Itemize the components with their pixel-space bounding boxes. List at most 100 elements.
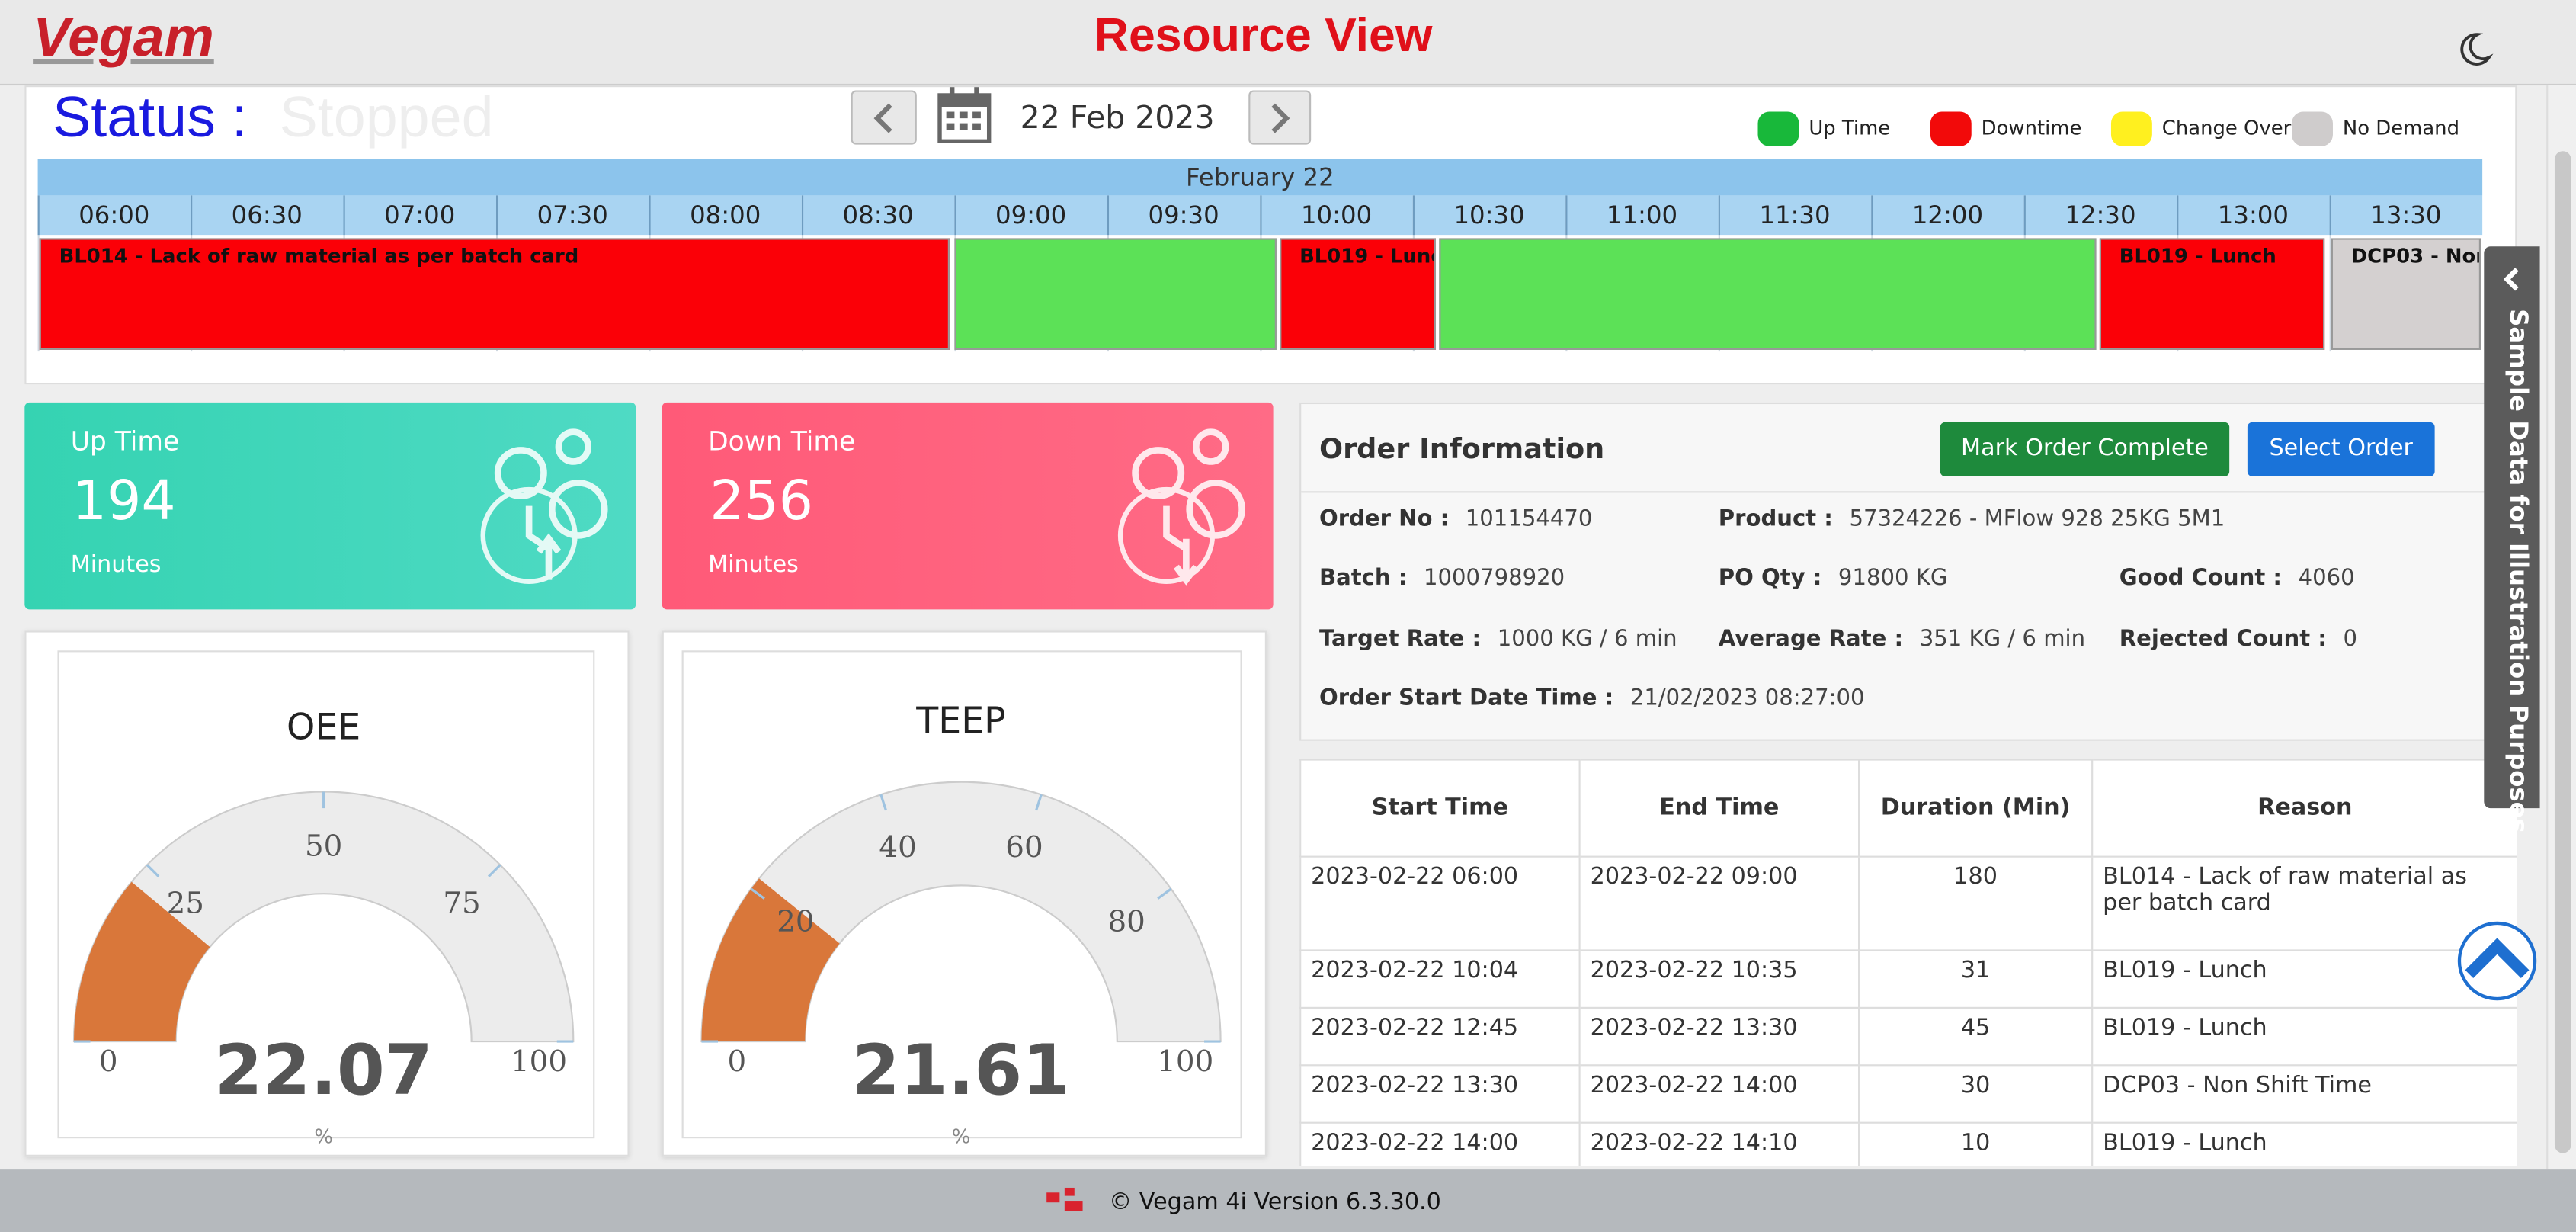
timeline-slot xyxy=(2329,195,2482,352)
card-title: Up Time xyxy=(70,425,180,457)
table-cell: BL019 - Lunch xyxy=(2091,1006,2517,1067)
timeline-segment[interactable]: BL014 - Lack of raw material as per batc… xyxy=(39,238,950,350)
legend-swatch xyxy=(1757,111,1799,146)
gears-icon xyxy=(1117,428,1245,586)
segment-label: BL019 - Lunch xyxy=(2119,245,2276,268)
field-value: 0 xyxy=(2343,625,2358,653)
timeline-slot-head xyxy=(495,195,649,236)
timeline-slot-head xyxy=(1260,195,1413,236)
legend-swatch xyxy=(1930,111,1972,146)
timeline-segment[interactable]: DCP03 - Non Shift Time xyxy=(2331,238,2481,350)
gauge-tick-label: 50 xyxy=(305,829,342,864)
timeline-slot-head xyxy=(2329,195,2483,236)
gauge-track xyxy=(72,791,575,1043)
date: 22 Feb 2023 xyxy=(1020,100,1215,136)
next-date-button[interactable] xyxy=(1248,90,1312,145)
field-value: 4060 xyxy=(2298,565,2355,592)
timeline-slot-head xyxy=(1107,195,1261,236)
gauge-tick-label: 100 xyxy=(511,1044,567,1079)
timeline-slot-head xyxy=(1412,195,1566,236)
downtime-card xyxy=(662,402,1274,610)
timeline-time: 11:00 xyxy=(1606,200,1678,230)
segment-label: BL019 - Lunch xyxy=(1299,245,1434,268)
table-header-row: Start Time End Time Duration (Min) Reason xyxy=(1299,759,2517,858)
table-row: 2023-02-22 14:00 2023-02-22 14:10 10 BL019 … xyxy=(1299,1121,2517,1166)
timeline-time: 13:30 xyxy=(2370,200,2442,230)
table-cell: BL019 - Lunch xyxy=(2091,949,2517,1009)
timeline-segment[interactable] xyxy=(954,238,1277,350)
calendar-icon[interactable] xyxy=(935,85,995,145)
gauge-value-label: 22.07 xyxy=(214,1031,432,1111)
field-value: 1000798920 xyxy=(1424,565,1565,592)
timeline-slot-head xyxy=(2177,195,2330,236)
timeline-slot-head xyxy=(2023,195,2177,236)
gauge-tick xyxy=(1035,794,1043,811)
order-field: Good Count : 4060 xyxy=(2119,565,2355,591)
timeline-segment[interactable]: BL019 - Lunch xyxy=(2099,238,2325,350)
timeline-time: 06:30 xyxy=(231,200,303,230)
timeline-time: 12:00 xyxy=(1911,200,1984,230)
field-label: Good Count : xyxy=(2119,565,2283,592)
timeline-time: 09:30 xyxy=(1148,200,1219,230)
timeline-slot-head xyxy=(649,195,802,236)
order-button[interactable]: Select Order xyxy=(2247,422,2435,476)
table-cell: 2023-02-22 06:00 xyxy=(1299,855,1581,951)
table-cell: 180 xyxy=(1857,855,2094,951)
timeline-slot xyxy=(37,195,191,352)
column-header: Start Time xyxy=(1299,759,1581,858)
order-button[interactable]: Mark Order Complete xyxy=(1940,422,2230,476)
scroll-thumb[interactable] xyxy=(2554,151,2571,1153)
gauge-tick-label: 75 xyxy=(443,887,480,921)
legend-label: No Demand xyxy=(2342,116,2460,140)
card-value: 194 xyxy=(72,468,176,533)
field-label: Rejected Count : xyxy=(2119,625,2327,653)
timeline-slot-head xyxy=(191,195,344,236)
timeline-slot-head xyxy=(954,195,1107,236)
field-label: Order No : xyxy=(1318,505,1450,533)
side-tab[interactable] xyxy=(2484,246,2540,809)
table-cell: 45 xyxy=(1857,1006,2094,1067)
legend-swatch xyxy=(2292,111,2333,146)
table-cell: 2023-02-22 09:00 xyxy=(1578,855,1860,951)
order-field: Order No : 101154470 xyxy=(1319,506,1592,532)
table-cell: 10 xyxy=(1857,1121,2094,1166)
status-value: Stopped xyxy=(279,85,494,150)
order-field: Batch : 1000798920 xyxy=(1319,565,1565,591)
timeline-slot-head xyxy=(343,195,496,236)
gauge-tick-label: 0 xyxy=(727,1044,746,1079)
gauge-tick xyxy=(750,887,765,900)
segment-label: DCP03 - Non Shift Time xyxy=(2350,245,2479,268)
footer-text: © Vegam 4i Version 6.3.30.0 xyxy=(1109,1189,1441,1216)
scrollbar[interactable] xyxy=(2546,85,2576,1170)
gauge-tick-label: 80 xyxy=(1107,904,1145,938)
prev-date-button[interactable] xyxy=(851,90,917,145)
table-cell: DCP03 - Non Shift Time xyxy=(2091,1064,2517,1124)
table-cell: 2023-02-22 13:30 xyxy=(1578,1006,1860,1067)
timeline-slot-head xyxy=(1718,195,1872,236)
column-header: Duration (Min) xyxy=(1857,759,2094,858)
gauge-tick xyxy=(879,794,887,811)
logo: Vegam xyxy=(33,6,214,69)
theme-toggle[interactable] xyxy=(2454,30,2494,69)
table-row: 2023-02-22 12:45 2023-02-22 13:30 45 BL019 … xyxy=(1299,1006,2517,1067)
field-value: 101154470 xyxy=(1465,505,1593,533)
timeline-segment[interactable]: BL019 - Lunch xyxy=(1280,238,1437,350)
column-header: End Time xyxy=(1578,759,1860,858)
gauge-unit: % xyxy=(314,1126,333,1149)
scroll-top-button[interactable] xyxy=(2456,920,2542,1006)
timeline-slot-head xyxy=(801,195,955,236)
downtime-table: Start Time End Time Duration (Min) Reason 20… xyxy=(1299,759,2517,1166)
gears-icon xyxy=(480,428,608,584)
field-label: PO Qty : xyxy=(1718,565,1822,592)
timeline-time: 08:00 xyxy=(690,200,761,230)
timeline-time: 08:30 xyxy=(842,200,914,230)
table-cell: BL014 - Lack of raw material as per batc… xyxy=(2091,855,2517,951)
gauge-value xyxy=(701,878,840,1042)
table-cell: 2023-02-22 13:30 xyxy=(1299,1064,1581,1124)
field-value: 1000 KG / 6 min xyxy=(1497,625,1677,653)
timeline-segment[interactable] xyxy=(1439,238,2097,350)
footer-bar xyxy=(0,1169,2576,1232)
timeline-time: 07:30 xyxy=(537,200,608,230)
gauge-unit: % xyxy=(952,1126,971,1149)
field-label: Order Start Date Time : xyxy=(1318,685,1614,711)
